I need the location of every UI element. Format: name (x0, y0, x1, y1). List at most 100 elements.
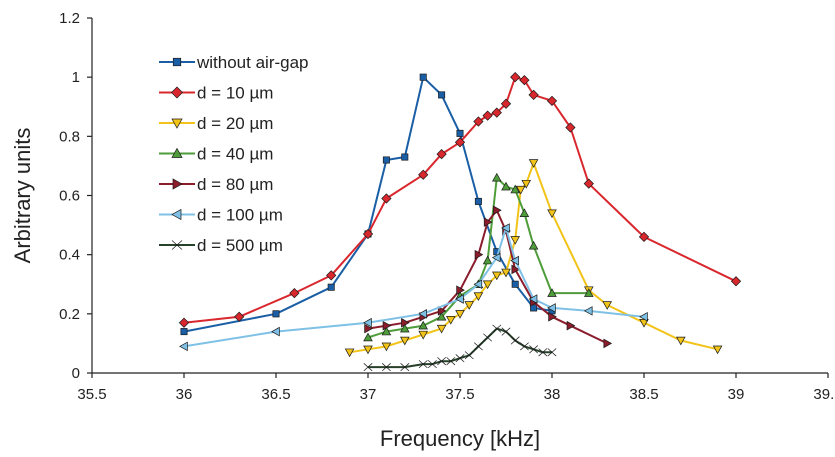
data-point (492, 271, 502, 281)
data-point (446, 357, 456, 366)
data-point (401, 317, 410, 328)
data-point (565, 122, 576, 133)
data-point (418, 330, 428, 340)
data-point (482, 110, 493, 121)
data-point (363, 345, 373, 355)
y-tick-label: 0.8 (59, 128, 80, 145)
data-point (381, 363, 391, 372)
legend-item: d = 80 µm (159, 175, 273, 194)
data-point (510, 336, 520, 345)
data-point (436, 311, 447, 321)
data-point (583, 306, 593, 316)
data-point (363, 332, 373, 342)
series-5 (364, 205, 613, 349)
data-point (473, 342, 483, 351)
data-point (639, 311, 648, 322)
series-1 (180, 73, 556, 336)
data-point (418, 169, 429, 180)
data-point (436, 324, 447, 334)
legend-item: d = 20 µm (159, 114, 273, 133)
data-point (528, 159, 539, 168)
series-3 (344, 159, 723, 358)
legend-item: d = 10 µm (159, 84, 273, 103)
data-point (180, 328, 188, 336)
data-point (362, 228, 374, 240)
x-tick-label: 38.5 (629, 386, 658, 403)
legend-label: d = 500 µm (197, 236, 283, 255)
data-point (528, 240, 539, 250)
data-point (529, 345, 539, 354)
series-2 (178, 72, 742, 328)
data-point (179, 341, 188, 352)
data-point (400, 336, 410, 346)
data-point (519, 208, 530, 217)
x-tick-label: 35.5 (77, 386, 106, 403)
data-point (363, 317, 372, 328)
data-point (638, 231, 650, 243)
series-line (183, 76, 553, 333)
data-point (438, 91, 446, 99)
data-point (521, 179, 532, 189)
data-point (482, 255, 493, 265)
data-point (381, 193, 392, 204)
data-point (712, 345, 723, 355)
data-point (455, 310, 465, 319)
data-point (418, 320, 428, 330)
data-point (419, 73, 427, 81)
data-point (382, 320, 392, 331)
data-point (528, 89, 539, 101)
data-point (454, 137, 466, 148)
data-point (474, 249, 484, 260)
data-point (547, 209, 557, 219)
x-tick-label: 36.5 (261, 386, 290, 403)
data-point (326, 270, 337, 281)
data-point (547, 303, 556, 313)
data-point (492, 172, 502, 182)
data-point (382, 156, 390, 164)
data-point (381, 342, 392, 352)
data-point (500, 98, 512, 109)
x-tick-label: 37 (360, 386, 377, 403)
data-point (546, 95, 558, 106)
data-point (676, 336, 686, 346)
x-tick-label: 36 (176, 386, 193, 403)
data-point (730, 276, 742, 287)
legend-label: d = 80 µm (197, 175, 273, 194)
legend-marker (171, 86, 183, 99)
data-point (455, 354, 465, 363)
data-point (530, 304, 538, 312)
legend-marker (171, 118, 183, 129)
data-point (548, 311, 557, 322)
data-point (272, 310, 280, 318)
data-point (547, 288, 557, 297)
x-tick-label: 39 (728, 386, 745, 403)
data-point (501, 223, 510, 233)
data-point (603, 338, 613, 349)
data-point (446, 316, 456, 325)
data-point (519, 342, 529, 351)
data-point (584, 288, 594, 297)
data-point (547, 348, 557, 357)
y-axis-title: Arbitrary units (10, 128, 35, 264)
data-point (473, 116, 484, 127)
series-layer (178, 72, 742, 372)
data-point (437, 306, 447, 316)
data-point (327, 283, 335, 291)
data-point (464, 301, 474, 310)
legend: without air-gap d = 10 µm d = 20 µm d = 40 … (159, 53, 309, 255)
data-point (501, 327, 511, 336)
data-point (363, 363, 373, 372)
data-point (364, 323, 373, 334)
y-tick-label: 0.2 (59, 306, 80, 323)
data-point (455, 294, 464, 304)
data-point (519, 75, 530, 86)
legend-marker (172, 57, 182, 67)
x-tick-label: 39.5 (813, 386, 835, 403)
data-point (515, 185, 526, 195)
series-line (368, 327, 552, 369)
legend-marker (171, 208, 182, 221)
legend-label: d = 40 µm (197, 145, 273, 164)
data-point (474, 197, 482, 205)
data-point (418, 360, 428, 369)
data-point (427, 360, 437, 369)
